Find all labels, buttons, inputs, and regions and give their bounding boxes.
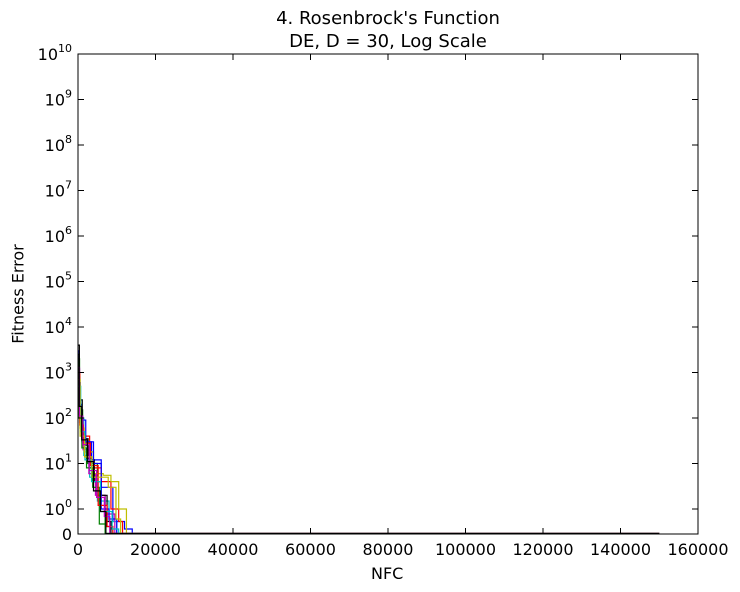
y-ticks: 0 100 101 102 103 104 105 106 107 108 109 1010 [38, 42, 698, 544]
x-tick-label: 40000 [208, 540, 259, 559]
y-tick-label: 103 [45, 361, 72, 383]
y-tick-label: 106 [45, 224, 72, 246]
series-line-11 [78, 385, 660, 535]
series-line-6 [78, 373, 660, 535]
series-line-1 [78, 350, 660, 535]
x-ticks: 0 20000 40000 60000 80000 100000 120000 140000 1… [73, 54, 729, 559]
x-tick-label: 120000 [512, 540, 573, 559]
x-tick-label: 60000 [285, 540, 336, 559]
series-line-14 [78, 353, 660, 535]
y-tick-label: 1010 [38, 42, 72, 64]
x-tick-label: 140000 [590, 540, 651, 559]
series-line-12 [78, 378, 660, 535]
series-line-5 [78, 368, 660, 535]
series-line-4 [78, 376, 660, 535]
series-line-3 [78, 363, 660, 535]
series-line-2 [78, 358, 660, 535]
series-line-7 [78, 344, 660, 535]
y-tick-label: 109 [45, 88, 72, 110]
x-tick-label: 100000 [435, 540, 496, 559]
x-tick-label: 0 [73, 540, 83, 559]
chart-subtitle: DE, D = 30, Log Scale [289, 31, 487, 52]
y-tick-label: 0 [62, 525, 72, 544]
series-line-9 [78, 360, 660, 535]
x-tick-label: 20000 [130, 540, 181, 559]
y-tick-label: 107 [45, 179, 72, 201]
series-line-8 [78, 381, 660, 535]
y-tick-label: 101 [45, 452, 72, 474]
y-tick-label: 105 [45, 270, 72, 292]
y-tick-label: 102 [45, 406, 72, 428]
x-axis-label: NFC [371, 564, 404, 583]
series-line-10 [78, 371, 660, 535]
y-tick-label: 100 [45, 497, 72, 519]
plot-frame [77, 53, 699, 535]
chart-title: 4. Rosenbrock's Function [276, 8, 500, 29]
series-layer [78, 344, 660, 535]
x-tick-label: 80000 [363, 540, 414, 559]
y-tick-label: 104 [45, 315, 72, 337]
x-tick-label: 160000 [667, 540, 728, 559]
series-line-13 [78, 366, 660, 535]
y-tick-label: 108 [45, 133, 72, 155]
